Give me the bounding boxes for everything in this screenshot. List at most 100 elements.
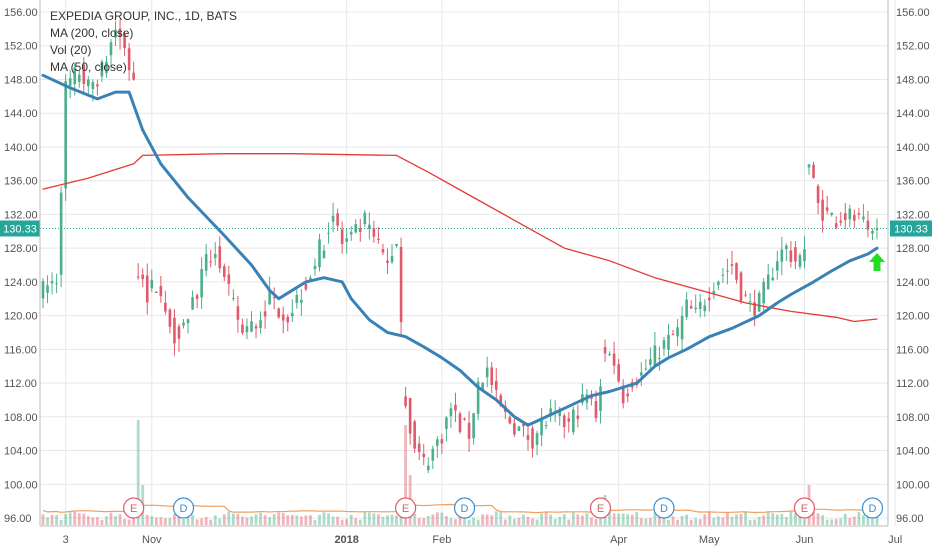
candle-body [263,311,267,317]
volume-bar [295,515,299,525]
volume-bar [218,518,222,525]
candle-body [757,293,761,312]
earnings-badge[interactable] [123,497,145,519]
candle-body [340,229,344,244]
candle-body [164,302,167,312]
candle-body [803,249,806,262]
volume-bar [445,516,448,525]
dividend-badge[interactable] [172,497,195,519]
volume-bar [390,514,394,525]
volume-bar [304,515,308,525]
candle-body [309,277,312,281]
candle-body [404,396,407,407]
y-tick-label-left: 120.00 [4,311,38,323]
volume-bar [490,515,494,525]
up-arrow-shape [869,253,885,271]
legend-title[interactable]: EXPEDIA GROUP, INC., 1D, BATS [50,9,237,23]
volume-bar [875,515,879,525]
volume-bar [549,514,553,525]
legend-ma50[interactable]: MA (50, close) [50,60,127,74]
candle-body [689,306,693,309]
candle-body [494,381,498,390]
candle-body [535,433,539,445]
y-tick-label-right: 132.00 [896,209,930,221]
candle-body [177,326,181,339]
volume-bar [830,519,834,525]
x-tick-label: Feb [432,534,451,546]
volume-bar [771,513,775,525]
earnings-badge[interactable] [793,497,816,519]
candle-body [209,261,213,263]
y-tick-label-right: 156.00 [896,7,930,19]
plot-area [40,0,888,526]
dividend-badge[interactable] [861,497,884,519]
legend-ma200[interactable]: MA (200, close) [50,26,134,40]
candle-body [748,301,752,303]
candle-body [77,74,81,82]
volume-bar [354,518,358,525]
volume-bar [435,512,439,525]
volume-bar [82,513,86,525]
volume-bar [91,517,95,525]
candle-body [508,416,512,424]
candle-body [640,372,643,376]
y-tick-label-left: 100.00 [4,479,38,491]
volume-bar [327,513,330,525]
volume-bar [848,518,852,525]
candle-body [295,294,299,304]
y-tick-label-left: 124.00 [4,277,38,289]
volume-bar [150,516,154,525]
volume-bar [744,511,747,525]
volume-bar [794,513,797,525]
volume-bar [195,519,199,525]
earnings-badge[interactable] [589,497,612,519]
candle-body [739,272,743,301]
candle-body [286,316,290,323]
volume-bar [127,519,131,525]
volume-bar [553,518,557,525]
legend-volume[interactable]: Vol (20) [50,43,92,57]
candle-body [50,280,54,284]
candle-body [617,364,620,382]
volume-bar [540,513,543,525]
candle-body [857,213,861,215]
candle-body [64,81,67,189]
candle-body [531,428,534,449]
volume-bar [707,511,711,525]
volume-bar [698,519,702,525]
candle-body [807,164,811,168]
earnings-badge[interactable] [395,497,417,519]
candle-body [703,305,707,312]
candle-body [155,292,158,294]
volume-bar [313,519,317,525]
volume-bar [852,516,856,525]
volume-bar [843,513,847,525]
candle-body [318,239,321,268]
volume-bar [703,514,707,525]
candle-body [730,264,734,266]
volume-bar [522,514,525,525]
volume-bar [200,518,204,525]
volume-bar [254,514,258,525]
volume-bar [399,516,403,525]
dividend-badge[interactable] [453,497,476,519]
volume-bar [381,516,385,525]
volume-bar [748,519,752,525]
x-tick-label: Jul [888,534,902,546]
volume-bar [299,516,303,525]
y-tick-label-right: 128.00 [896,243,930,255]
volume-bar [159,517,163,525]
y-tick-label-left: 144.00 [4,108,38,120]
volume-bar [789,511,793,525]
candle-body [204,254,208,271]
y-tick-label-left: 152.00 [4,41,38,53]
volume-bar [413,513,417,525]
volume-bar [612,513,616,525]
dividend-badge[interactable] [653,497,675,519]
candle-body [853,215,856,221]
earnings-badge-label: E [597,503,604,515]
volume-bar [177,511,181,525]
volume-bar [86,516,90,525]
